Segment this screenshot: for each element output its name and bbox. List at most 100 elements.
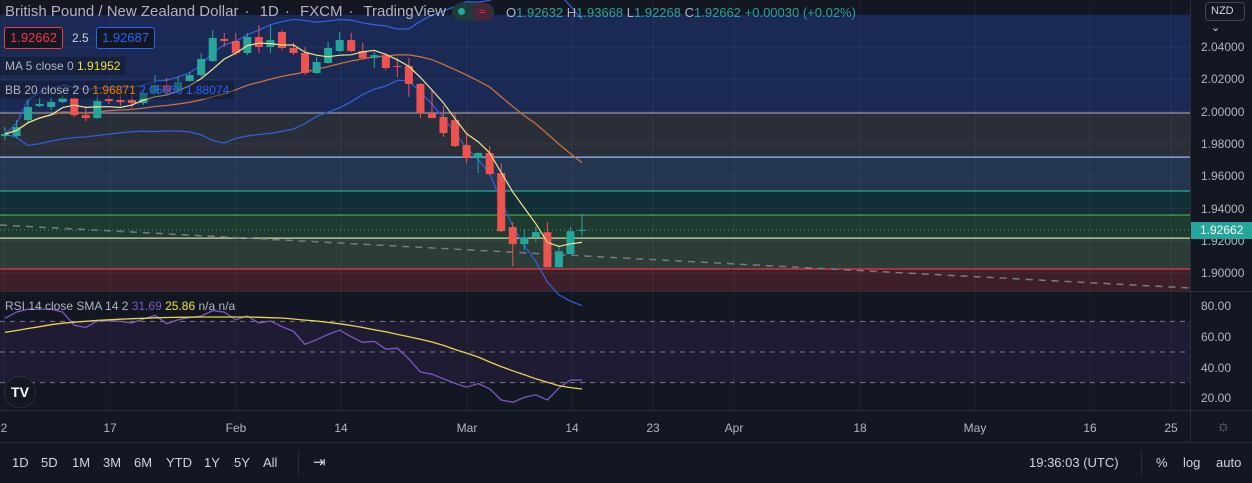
candle-body xyxy=(439,117,448,134)
candle-body xyxy=(462,145,471,159)
candle-body xyxy=(485,153,494,175)
market-status[interactable]: ≈ xyxy=(452,3,494,21)
range-5d[interactable]: 5D xyxy=(41,455,58,470)
price-axis[interactable]: 2.04000 2.02000 2.00000 1.98000 1.96000 … xyxy=(1190,0,1252,442)
rsi-sma-line xyxy=(4,316,583,390)
price-tick: 1.96000 xyxy=(1201,169,1245,183)
range-all[interactable]: All xyxy=(263,455,278,470)
current-price-label: 1.92662 xyxy=(1191,222,1252,239)
candle-body xyxy=(301,52,310,73)
candle-body xyxy=(185,75,194,82)
data-delay-icon: ≈ xyxy=(472,3,492,21)
time-label: 16 xyxy=(1083,421,1097,435)
tradingview-logo[interactable]: TV xyxy=(4,376,36,408)
ma-legend[interactable]: MA 5 close 0 1.91952 xyxy=(0,57,126,75)
rsi-legend[interactable]: RSI 14 close SMA 14 2 31.69 25.86 n/a n/… xyxy=(5,299,236,313)
candle-body xyxy=(197,58,206,76)
candle-body xyxy=(566,231,575,255)
range-ytd[interactable]: YTD xyxy=(166,455,192,470)
rsi-tick: 80.00 xyxy=(1201,299,1232,313)
candle-body xyxy=(208,37,217,62)
candle-body xyxy=(116,100,125,103)
candle-body xyxy=(289,47,298,53)
rsi-tick: 20.00 xyxy=(1201,391,1232,405)
candle-body xyxy=(508,227,517,245)
time-label: 14 xyxy=(565,421,579,435)
settings-gear-icon[interactable]: ☼ xyxy=(1216,418,1231,435)
price-tick: 1.98000 xyxy=(1201,137,1245,151)
candle-body xyxy=(497,173,506,232)
candle-body xyxy=(58,98,67,103)
chevron-down-icon: ⌄ xyxy=(1211,22,1221,34)
candle-body xyxy=(104,98,113,102)
rsi-line xyxy=(4,308,583,403)
candle-body xyxy=(370,55,379,58)
goto-date-icon[interactable]: ⇥ xyxy=(313,454,326,471)
range-1m[interactable]: 1M xyxy=(72,455,91,470)
candle-body xyxy=(554,251,563,268)
zone-band xyxy=(0,268,1190,291)
zone-band xyxy=(0,215,1190,239)
buy-button[interactable]: 1.92687 xyxy=(96,27,155,49)
range-6m[interactable]: 6M xyxy=(134,455,153,470)
symbol-title[interactable]: British Pound / New Zealand Dollar · 1D · … xyxy=(5,3,446,20)
range-5y[interactable]: 5Y xyxy=(234,455,250,470)
time-axis[interactable]: 2 17 Feb 14 Mar 14 23 Apr 18 May 16 25 ☼ xyxy=(0,410,1252,443)
time-label: 2 xyxy=(0,421,8,435)
candle-body xyxy=(358,51,367,58)
candle-body xyxy=(474,153,483,159)
trend-line xyxy=(0,224,1190,289)
log-toggle[interactable]: log xyxy=(1183,455,1201,470)
ohlc-values: O1.92632 H1.93668 L1.92268 C1.92662 +0.0… xyxy=(506,5,856,20)
candle-body xyxy=(231,41,240,53)
candle-body xyxy=(35,103,44,107)
symbol-name: British Pound / New Zealand Dollar xyxy=(5,3,239,20)
time-label: 25 xyxy=(1164,421,1178,435)
candle-body xyxy=(12,127,21,137)
time-label: 17 xyxy=(103,421,117,435)
rsi-tick: 60.00 xyxy=(1201,330,1232,344)
bb-legend[interactable]: BB 20 close 2 0 1.96871 2.05668 1.88074 xyxy=(0,81,235,99)
candle-body xyxy=(139,93,148,104)
change: +0.00030 (+0.02%) xyxy=(744,5,856,20)
percent-toggle[interactable]: % xyxy=(1156,455,1168,470)
ma-line xyxy=(4,42,583,248)
bottom-toolbar: 1D 5D 1M 3M 6M YTD 1Y 5Y All ⇥ 19:36:03 … xyxy=(0,442,1252,483)
candle-body xyxy=(312,62,321,73)
candle-body xyxy=(451,120,460,147)
time-label: Mar xyxy=(456,421,478,435)
sell-button[interactable]: 1.92662 xyxy=(4,27,63,49)
price-tick: 1.94000 xyxy=(1201,202,1245,216)
exchange: FXCM xyxy=(299,3,343,20)
market-open-icon xyxy=(458,8,465,15)
currency-dropdown[interactable]: NZD ⌄ xyxy=(1205,2,1245,34)
candle-body xyxy=(324,47,333,63)
candle-body xyxy=(578,230,586,232)
interval: 1D xyxy=(259,3,279,20)
candle-body xyxy=(347,40,356,52)
candle-body xyxy=(531,232,540,238)
bb-upper-line xyxy=(4,0,583,135)
range-1d[interactable]: 1D xyxy=(12,455,29,470)
chart-canvas[interactable] xyxy=(0,0,1190,410)
candle-body xyxy=(520,237,529,245)
price-tick: 2.04000 xyxy=(1201,40,1245,54)
rsi-tick: 40.00 xyxy=(1201,361,1232,375)
zone-band xyxy=(0,238,1190,269)
price-tick: 2.02000 xyxy=(1201,72,1245,86)
auto-toggle[interactable]: auto xyxy=(1216,455,1242,470)
source: TradingView xyxy=(363,3,446,20)
candle-body xyxy=(404,66,413,84)
price-tick: 2.00000 xyxy=(1201,105,1245,119)
time-label: Apr xyxy=(724,421,744,435)
candle-body xyxy=(127,100,136,104)
range-3m[interactable]: 3M xyxy=(103,455,122,470)
candle-body xyxy=(416,83,425,114)
candle-body xyxy=(174,82,183,91)
candle-body xyxy=(81,115,90,119)
clock[interactable]: 19:36:03 (UTC) xyxy=(1029,455,1119,470)
candle-body xyxy=(393,66,402,68)
zone-band xyxy=(0,113,1190,158)
range-1y[interactable]: 1Y xyxy=(204,455,220,470)
candle-body xyxy=(93,101,102,119)
